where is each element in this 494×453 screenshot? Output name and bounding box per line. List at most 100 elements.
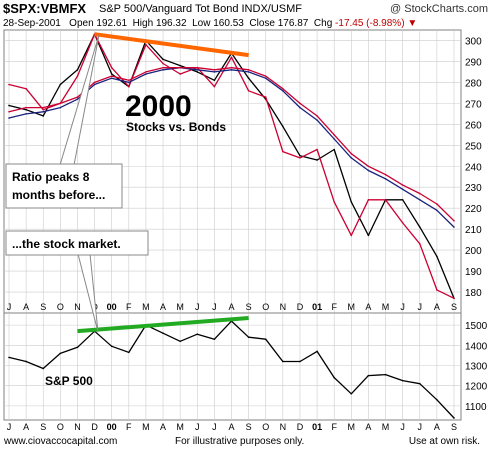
upper-x-tick-label: J [400, 302, 405, 312]
upper-x-tick-label: J [7, 302, 12, 312]
lower-x-tick-label: A [434, 422, 440, 432]
upper-series-point-1 [230, 56, 233, 59]
upper-series-point-3 [333, 134, 335, 136]
upper-series-point-1 [213, 85, 216, 88]
upper-y-tick-label: 280 [465, 78, 482, 89]
upper-x-tick-label: O [262, 302, 269, 312]
lower-series-point-0 [282, 360, 284, 363]
upper-series-point-2 [59, 106, 62, 109]
upper-series-point-0 [110, 73, 113, 75]
lower-y-tick-label: 1100 [465, 402, 487, 413]
annotation-caption: Stocks vs. Bonds [126, 120, 226, 134]
upper-series-point-0 [418, 226, 421, 228]
upper-series-point-2 [282, 89, 284, 92]
upper-series-point-1 [384, 199, 387, 201]
upper-y-tick-label: 300 [465, 36, 482, 47]
upper-series-point-3 [213, 69, 216, 71]
lower-series-point-0 [333, 376, 335, 379]
lower-x-tick-label: M [176, 422, 184, 432]
upper-series-point-1 [436, 289, 438, 291]
ticker-symbol: $SPX:VBMFX [3, 1, 87, 16]
close-label: Close [249, 18, 275, 29]
quote-line: 28-Sep-2001 Open 192.61 High 196.32 Low … [3, 18, 417, 29]
upper-series-point-2 [453, 226, 455, 228]
upper-series-point-3 [25, 106, 27, 109]
lower-x-tick-label: 01 [312, 422, 322, 432]
upper-y-tick-label: 260 [465, 120, 482, 131]
upper-y-tick-label: 190 [465, 267, 482, 278]
lower-series-point-0 [316, 350, 318, 353]
upper-series-point-3 [299, 102, 301, 105]
chart-subtitle: S&P 500/Vanguard Tot Bond INDX/USMF [99, 3, 303, 15]
upper-x-tick-label: F [126, 302, 132, 312]
upper-x-tick-label: A [23, 302, 29, 312]
lower-x-tick-label: D [297, 422, 304, 432]
callout1-line2: months before... [12, 188, 105, 202]
footer-website: www.ciovaccocapital.com [4, 436, 118, 447]
upper-series-point-3 [76, 96, 79, 98]
lower-series-point-0 [264, 338, 267, 341]
upper-series-point-2 [93, 83, 96, 86]
upper-series-point-2 [25, 113, 27, 115]
callout2-text: ...the stock market. [12, 237, 121, 251]
lower-x-tick-label: J [7, 422, 12, 432]
lower-x-tick-label: A [23, 422, 29, 432]
upper-series-point-2 [213, 71, 216, 73]
upper-series-point-1 [162, 62, 164, 65]
lower-x-tick-label: F [331, 422, 337, 432]
upper-y-tick-label: 240 [465, 162, 482, 173]
upper-y-tick-label: 220 [465, 204, 482, 215]
lower-y-tick-label: 1500 [465, 321, 488, 332]
upper-x-tick-label: A [160, 302, 166, 312]
upper-series-point-0 [8, 104, 10, 107]
upper-series-point-2 [367, 169, 370, 172]
upper-series-point-0 [299, 154, 301, 157]
upper-trendline [94, 32, 249, 58]
upper-series-point-3 [367, 165, 370, 168]
annotation-title: 2000 [125, 90, 192, 123]
upper-series-point-1 [8, 83, 10, 86]
upper-series-point-2 [110, 77, 113, 80]
lower-panel-label: S&P 500 [45, 374, 93, 388]
upper-series-point-2 [384, 178, 387, 180]
lower-x-tick-label: N [74, 422, 81, 432]
callout-box-1 [5, 163, 123, 209]
lower-series-point-0 [42, 367, 45, 370]
upper-series-point-2 [128, 81, 130, 84]
lower-series-point-0 [367, 374, 370, 377]
lower-x-tick-label: M [382, 422, 390, 432]
lower-x-tick-label: J [418, 422, 423, 432]
lower-x-tick-label: A [365, 422, 371, 432]
upper-series-point-3 [316, 115, 318, 117]
upper-series-point-2 [230, 69, 233, 71]
upper-series-point-0 [367, 234, 370, 237]
callout1-line1: Ratio peaks 8 [12, 170, 90, 184]
upper-series-point-0 [436, 255, 438, 258]
upper-series-point-3 [418, 192, 421, 195]
upper-series-point-2 [42, 110, 45, 113]
upper-series-point-1 [299, 157, 301, 159]
lower-series-point-0 [299, 360, 301, 363]
upper-series-point-2 [436, 209, 438, 212]
upper-series-point-3 [264, 75, 267, 77]
upper-x-tick-label: D [297, 302, 304, 312]
upper-x-tick-label: 01 [312, 302, 322, 312]
upper-panel: 180 190 200 210 220 230 240 250 260 270 280 290 300 J… [3, 29, 482, 314]
lower-x-tick-label: 00 [107, 422, 117, 432]
upper-series-point-0 [247, 77, 250, 80]
upper-series-point-1 [42, 108, 45, 111]
upper-series-point-1 [282, 150, 284, 153]
footer-risk: Use at own risk. [408, 436, 480, 447]
upper-series-point-2 [162, 69, 164, 71]
upper-series-point-0 [76, 69, 79, 71]
lower-x-tick-label: J [195, 422, 200, 432]
lower-series-point-0 [350, 392, 353, 395]
chg-value: -17.45 (-8.98%) [335, 18, 405, 29]
upper-series-point-3 [401, 184, 404, 186]
upper-series-point-0 [162, 58, 164, 61]
upper-series-point-1 [453, 297, 455, 300]
upper-series-point-3 [384, 173, 387, 176]
upper-series-point-1 [128, 85, 130, 88]
upper-series-point-3 [350, 152, 353, 155]
brand-watermark: @ StockCharts.com [390, 3, 488, 15]
